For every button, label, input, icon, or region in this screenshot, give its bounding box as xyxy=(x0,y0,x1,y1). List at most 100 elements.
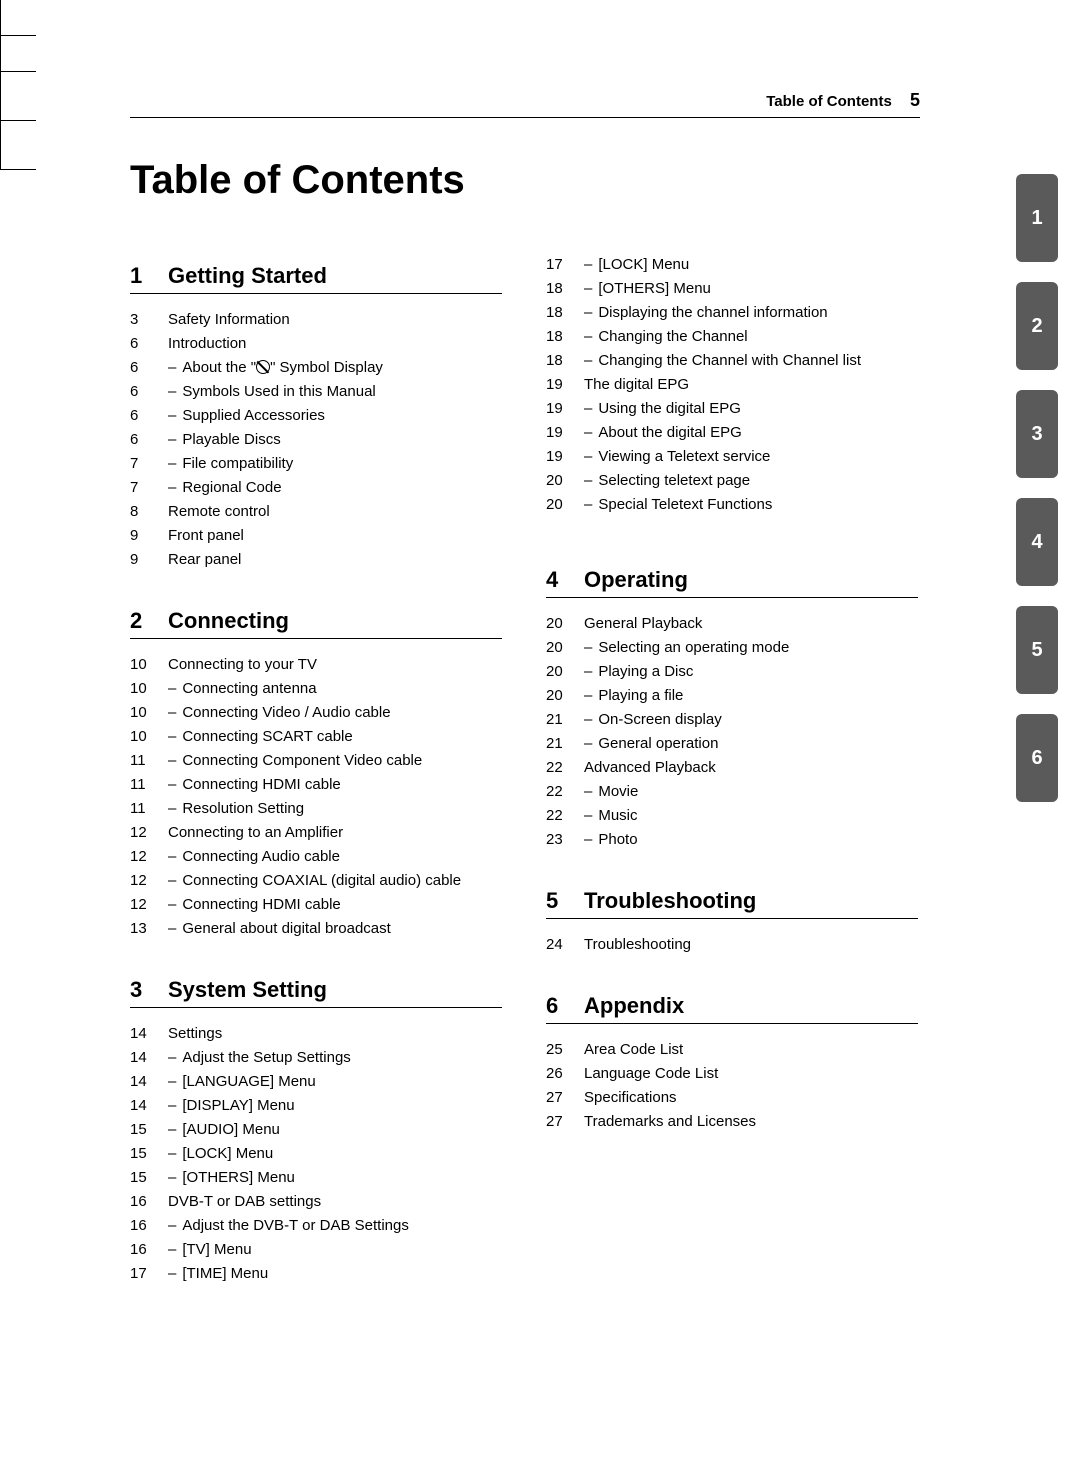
section-heading: 4Operating xyxy=(546,567,918,598)
toc-text-wrap: –Connecting COAXIAL (digital audio) cabl… xyxy=(168,869,502,893)
toc-text-wrap: Remote control xyxy=(168,500,502,524)
toc-text-wrap: –Playing a file xyxy=(584,684,918,708)
toc-entry-text: Connecting HDMI cable xyxy=(182,773,340,797)
toc-page-number: 16 xyxy=(130,1214,168,1238)
section-heading: 6Appendix xyxy=(546,993,918,1024)
toc-section: 3System Setting 14Settings14–Adjust the S… xyxy=(130,977,502,1286)
toc-entry-text: Front panel xyxy=(168,524,244,548)
document-title: Table of Contents xyxy=(130,158,920,203)
toc-text-wrap: –[OTHERS] Menu xyxy=(168,1166,502,1190)
side-tab[interactable]: 6 xyxy=(1016,714,1058,802)
toc-page-number: 10 xyxy=(130,653,168,677)
toc-page-number: 27 xyxy=(546,1086,584,1110)
toc-page-number: 24 xyxy=(546,933,584,957)
toc-text-wrap: Rear panel xyxy=(168,548,502,572)
side-tab[interactable]: 2 xyxy=(1016,282,1058,370)
page-number: 5 xyxy=(910,90,920,110)
toc-entry-text: Connecting antenna xyxy=(182,677,316,701)
toc-text-wrap: Language Code List xyxy=(584,1062,918,1086)
toc-text-wrap: –Resolution Setting xyxy=(168,797,502,821)
toc-text-wrap: General Playback xyxy=(584,612,918,636)
toc-text-wrap: –Connecting SCART cable xyxy=(168,725,502,749)
section-title: Troubleshooting xyxy=(584,888,756,914)
side-tab[interactable]: 5 xyxy=(1016,606,1058,694)
toc-page-number: 6 xyxy=(130,380,168,404)
toc-page-number: 17 xyxy=(546,253,584,277)
toc-text-wrap: –Adjust the Setup Settings xyxy=(168,1046,502,1070)
toc-entry-text: About the digital EPG xyxy=(598,421,741,445)
toc-text-wrap: –Connecting HDMI cable xyxy=(168,893,502,917)
toc-text-wrap: –Photo xyxy=(584,828,918,852)
toc-text-wrap: Front panel xyxy=(168,524,502,548)
toc-page-number: 20 xyxy=(546,660,584,684)
toc-page-number: 12 xyxy=(130,821,168,845)
toc-entry-text: Settings xyxy=(168,1022,222,1046)
section-heading: 3System Setting xyxy=(130,977,502,1008)
toc-section: 4Operating 20General Playback20 – Selecting… xyxy=(546,567,918,852)
toc-bullet: – xyxy=(168,773,176,797)
prohibit-symbol-icon xyxy=(256,360,270,374)
toc-section-continued: 17–[LOCK] Menu18–[OTHERS] Menu18–Display… xyxy=(546,253,918,517)
toc-entry: 21–General operation xyxy=(546,732,918,756)
toc-page-number: 12 xyxy=(130,893,168,917)
toc-bullet: – xyxy=(168,452,176,476)
toc-text-wrap: –[LOCK] Menu xyxy=(584,253,918,277)
toc-bullet: – xyxy=(168,725,176,749)
toc-text-wrap: –Changing the Channel with Channel list xyxy=(584,349,918,373)
side-tab[interactable]: 1 xyxy=(1016,174,1058,262)
toc-page-number: 14 xyxy=(130,1022,168,1046)
toc-page-number: 6 xyxy=(130,332,168,356)
toc-text-wrap: –Playable Discs xyxy=(168,428,502,452)
toc-page-number: 20 xyxy=(546,469,584,493)
toc-entry: 15–[OTHERS] Menu xyxy=(130,1166,502,1190)
toc-entry-text: Connecting HDMI cable xyxy=(182,893,340,917)
toc-text-wrap: –About the "" Symbol Display xyxy=(168,356,502,380)
toc-entry: 3Safety Information xyxy=(130,308,502,332)
toc-page-number: 19 xyxy=(546,373,584,397)
side-tab[interactable]: 3 xyxy=(1016,390,1058,478)
toc-entry-text: Connecting Component Video cable xyxy=(182,749,422,773)
toc-page-number: 20 xyxy=(546,493,584,517)
toc-entry-text: Displaying the channel information xyxy=(598,301,827,325)
toc-bullet: – xyxy=(584,732,592,756)
running-head: Table of Contents 5 xyxy=(130,90,920,118)
toc-text-wrap: –General operation xyxy=(584,732,918,756)
toc-text-wrap: Connecting to an Amplifier xyxy=(168,821,502,845)
toc-entry: 10–Connecting SCART cable xyxy=(130,725,502,749)
toc-text-wrap: –Using the digital EPG xyxy=(584,397,918,421)
toc-entry-text: [LOCK] Menu xyxy=(182,1142,273,1166)
toc-page-number: 21 xyxy=(546,732,584,756)
toc-entry: 14–Adjust the Setup Settings xyxy=(130,1046,502,1070)
toc-text-wrap: –[AUDIO] Menu xyxy=(168,1118,502,1142)
toc-entry-text: Special Teletext Functions xyxy=(598,493,772,517)
toc-entry: 19–Viewing a Teletext service xyxy=(546,445,918,469)
toc-entry-text: Adjust the Setup Settings xyxy=(182,1046,350,1070)
toc-entry-text: Connecting to an Amplifier xyxy=(168,821,343,845)
toc-entry-text: [DISPLAY] Menu xyxy=(182,1094,294,1118)
toc-bullet: – xyxy=(168,893,176,917)
toc-entry-text: Selecting an operating mode xyxy=(598,636,789,660)
section-title: System Setting xyxy=(168,977,327,1003)
toc-text-wrap: –Playing a Disc xyxy=(584,660,918,684)
toc-entry: 14–[DISPLAY] Menu xyxy=(130,1094,502,1118)
toc-page-number: 7 xyxy=(130,476,168,500)
toc-text-wrap: –File compatibility xyxy=(168,452,502,476)
toc-entry-text: Troubleshooting xyxy=(584,933,691,957)
toc-text-wrap: –Connecting Audio cable xyxy=(168,845,502,869)
toc-page-number: 3 xyxy=(130,308,168,332)
toc-page-number: 22 xyxy=(546,804,584,828)
toc-text-wrap: DVB-T or DAB settings xyxy=(168,1190,502,1214)
toc-page-number: 20 xyxy=(546,612,584,636)
side-tab[interactable]: 4 xyxy=(1016,498,1058,586)
section-heading: 1Getting Started xyxy=(130,263,502,294)
toc-page-number: 19 xyxy=(546,421,584,445)
crop-mark xyxy=(0,121,1,169)
toc-entry: 18–Changing the Channel xyxy=(546,325,918,349)
section-number: 1 xyxy=(130,263,168,289)
side-tabs: 1 2 3 4 5 6 xyxy=(1016,174,1058,822)
toc-bullet: – xyxy=(584,421,592,445)
toc-bullet: – xyxy=(584,445,592,469)
toc-entry: 16–Adjust the DVB-T or DAB Settings xyxy=(130,1214,502,1238)
toc-entry-text: The digital EPG xyxy=(584,373,689,397)
page-content: Table of Contents 5 Table of Contents 1G… xyxy=(130,90,920,1322)
